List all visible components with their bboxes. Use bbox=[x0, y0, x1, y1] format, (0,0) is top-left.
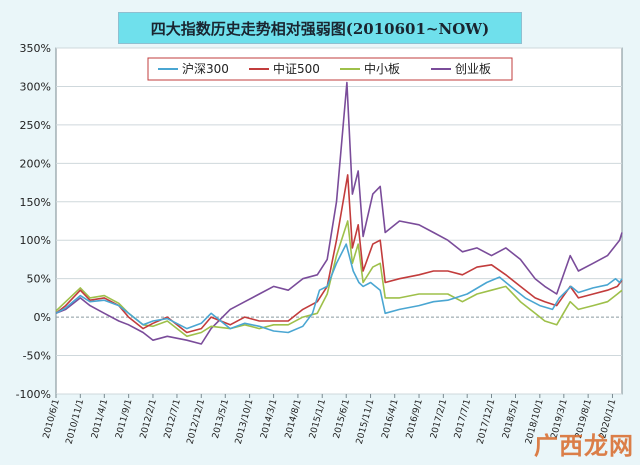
series-lines bbox=[55, 81, 623, 345]
gridlines bbox=[56, 47, 622, 395]
series-line-创业板 bbox=[55, 81, 623, 345]
x-tick-label: 2014/3/1 bbox=[259, 398, 279, 440]
y-tick-labels: -100% -50% 0% 50% 100% 150% 200% 250% 300% 350% bbox=[16, 42, 51, 401]
legend-label: 中证500 bbox=[273, 61, 320, 76]
x-tick-label: 2014/8/1 bbox=[284, 398, 304, 440]
y-tick-label: 200% bbox=[20, 157, 51, 170]
x-tick-label: 2013/5/1 bbox=[211, 398, 231, 440]
x-tick-label: 2010/11/1 bbox=[65, 398, 87, 445]
x-tick-label: 2011/9/1 bbox=[114, 398, 134, 440]
x-tick-label: 2017/7/1 bbox=[453, 398, 473, 440]
chart-title-box: 四大指数历史走势相对强弱图(2010601~NOW) bbox=[118, 12, 522, 44]
x-tick-label: 2012/7/1 bbox=[163, 398, 183, 440]
x-tick-label: 2011/4/1 bbox=[90, 398, 110, 440]
x-tick-label: 2017/2/1 bbox=[429, 398, 449, 440]
y-tick-label: 350% bbox=[20, 42, 51, 55]
x-tick-label: 2012/12/1 bbox=[186, 398, 208, 445]
series-line-中证500 bbox=[55, 174, 623, 334]
series-line-沪深300 bbox=[55, 243, 623, 334]
legend: 沪深300 中证500 中小板 创业板 bbox=[147, 57, 513, 81]
legend-label: 中小板 bbox=[364, 61, 400, 76]
y-tick-label: 50% bbox=[27, 273, 51, 286]
legend-label: 沪深300 bbox=[182, 62, 229, 76]
x-tick-label: 2018/5/1 bbox=[501, 398, 521, 440]
y-tick-label: 0% bbox=[34, 311, 51, 324]
x-tick-label: 2015/11/1 bbox=[355, 398, 377, 445]
y-tick-label: 150% bbox=[20, 196, 51, 209]
y-tick-label: -100% bbox=[16, 388, 51, 401]
legend-box bbox=[147, 57, 513, 81]
x-tick-label: 2016/4/1 bbox=[380, 398, 400, 440]
x-tick-labels: 2010/6/1 2010/11/1 2011/4/1 2011/9/1 2012/2/… bbox=[42, 394, 618, 445]
x-tick-label: 2015/1/1 bbox=[308, 398, 328, 440]
x-tick-label: 2017/12/1 bbox=[476, 398, 498, 445]
y-tick-label: -50% bbox=[23, 350, 51, 363]
x-tick-label: 2012/2/1 bbox=[139, 398, 159, 440]
chart-title: 四大指数历史走势相对强弱图(2010601~NOW) bbox=[150, 19, 490, 38]
x-tick-label: 2016/9/1 bbox=[405, 398, 425, 440]
y-tick-label: 300% bbox=[20, 80, 51, 93]
legend-label: 创业板 bbox=[455, 62, 491, 76]
x-tick-label: 2015/6/1 bbox=[332, 398, 352, 440]
y-tick-label: 100% bbox=[20, 234, 51, 247]
x-tick-label: 2010/6/1 bbox=[42, 398, 62, 440]
y-tick-label: 250% bbox=[20, 119, 51, 132]
watermark-logo: 广西龙网 bbox=[534, 432, 634, 460]
x-tick-label: 2013/10/1 bbox=[234, 398, 256, 445]
